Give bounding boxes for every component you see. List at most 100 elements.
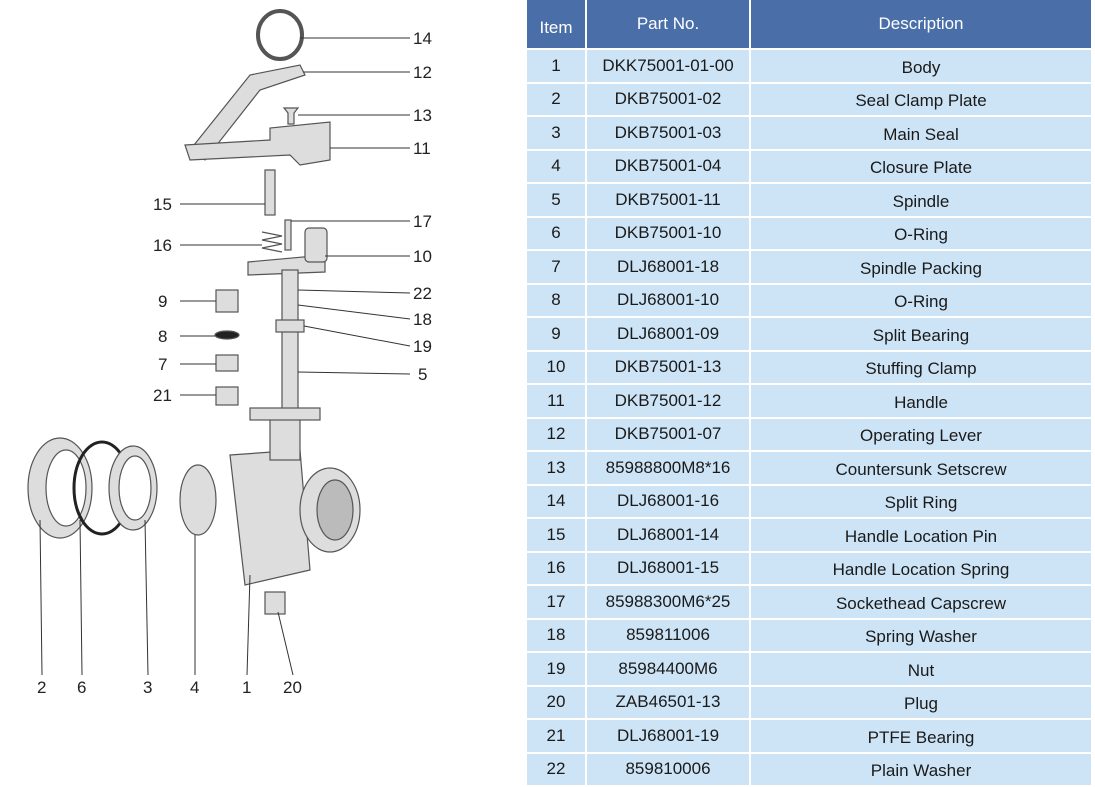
handle-location-spring [261, 231, 283, 253]
cell-item: 16 [527, 552, 585, 584]
callout-7: 7 [158, 355, 168, 374]
cell-part-no: DLJ68001-10 [587, 284, 749, 316]
cell-item: 6 [527, 217, 585, 249]
cell-description: Plain Washer [751, 753, 1091, 785]
table-row: 12 DKB75001-07 Operating Lever [527, 418, 1091, 450]
cell-part-no: DLJ68001-16 [587, 485, 749, 517]
cell-part-no: DKB75001-11 [587, 184, 749, 216]
cell-part-no: DLJ68001-15 [587, 552, 749, 584]
cell-description: PTFE Bearing [751, 720, 1091, 752]
cell-part-no: 85984400M6 [587, 653, 749, 685]
cell-item: 14 [527, 485, 585, 517]
callout-6: 6 [77, 678, 87, 697]
handle [184, 121, 331, 166]
callout-15: 15 [153, 195, 172, 214]
ptfe-bearing [215, 386, 239, 406]
callout-3: 3 [143, 678, 153, 697]
table-row: 2 DKB75001-02 Seal Clamp Plate [527, 83, 1091, 115]
cell-description: Main Seal [751, 117, 1091, 149]
body-outlet-bore [316, 479, 354, 541]
cell-item: 13 [527, 452, 585, 484]
cell-part-no: 859811006 [587, 619, 749, 651]
callout-16: 16 [153, 236, 172, 255]
table-row: 17 85988300M6*25 Sockethead Capscrew [527, 586, 1091, 618]
plug [264, 591, 286, 615]
callout-19: 19 [413, 337, 432, 356]
body [229, 449, 311, 586]
cell-description: O-Ring [751, 284, 1091, 316]
callout-5: 5 [418, 365, 428, 384]
table-row: 3 DKB75001-03 Main Seal [527, 117, 1091, 149]
cell-part-no: DKB75001-12 [587, 385, 749, 417]
table-row: 19 85984400M6 Nut [527, 653, 1091, 685]
header-item: Item [527, 0, 585, 48]
callout-22: 22 [413, 284, 432, 303]
cell-item: 12 [527, 418, 585, 450]
cell-description: O-Ring [751, 217, 1091, 249]
callout-21: 21 [153, 386, 172, 405]
body-flange [249, 407, 321, 421]
cell-description: Spring Washer [751, 619, 1091, 651]
cell-description: Plug [751, 686, 1091, 718]
main-seal-inner [118, 455, 152, 521]
cell-item: 18 [527, 619, 585, 651]
cell-part-no: DKB75001-10 [587, 217, 749, 249]
table-row: 16 DLJ68001-15 Handle Location Spring [527, 552, 1091, 584]
callout-11: 11 [413, 139, 431, 158]
body-neck [269, 414, 301, 461]
table-row: 21 DLJ68001-19 PTFE Bearing [527, 720, 1091, 752]
callout-13: 13 [413, 106, 432, 125]
leader-lines [39, 37, 411, 676]
handle-location-pin [264, 169, 276, 216]
parts-table-header: Item Part No. Description [527, 0, 1091, 48]
table-row: 5 DKB75001-11 Spindle [527, 184, 1091, 216]
callout-1: 1 [242, 678, 252, 697]
cell-description: Nut [751, 653, 1091, 685]
callout-20: 20 [283, 678, 302, 697]
header-description: Description [751, 0, 1091, 48]
callout-9: 9 [158, 292, 168, 311]
cell-part-no: 85988300M6*25 [587, 586, 749, 618]
cell-description: Closure Plate [751, 150, 1091, 182]
valve-parts-drawing [27, 9, 411, 676]
cell-description: Operating Lever [751, 418, 1091, 450]
cell-part-no: 85988800M8*16 [587, 452, 749, 484]
cell-part-no: DKB75001-07 [587, 418, 749, 450]
cell-item: 4 [527, 150, 585, 182]
table-row: 11 DKB75001-12 Handle [527, 385, 1091, 417]
table-row: 22 859810006 Plain Washer [527, 753, 1091, 785]
callout-12: 12 [413, 63, 432, 82]
cell-part-no: DLJ68001-09 [587, 318, 749, 350]
callout-10: 10 [413, 247, 432, 266]
table-row: 18 859811006 Spring Washer [527, 619, 1091, 651]
split-bearing [215, 289, 239, 313]
spindle-packing [215, 354, 239, 372]
exploded-valve-diagram: 14 12 13 11 15 17 16 10 22 9 18 8 19 7 5… [0, 0, 525, 700]
cell-description: Handle [751, 385, 1091, 417]
table-row: 20 ZAB46501-13 Plug [527, 686, 1091, 718]
table-row: 9 DLJ68001-09 Split Bearing [527, 318, 1091, 350]
table-row: 15 DLJ68001-14 Handle Location Pin [527, 519, 1091, 551]
table-row: 8 DLJ68001-10 O-Ring [527, 284, 1091, 316]
cell-description: Sockethead Capscrew [751, 586, 1091, 618]
cell-item: 22 [527, 753, 585, 785]
cell-description: Spindle [751, 184, 1091, 216]
callout-14: 14 [413, 29, 432, 48]
callout-18: 18 [413, 310, 432, 329]
cell-item: 8 [527, 284, 585, 316]
cell-part-no: ZAB46501-13 [587, 686, 749, 718]
cell-description: Split Ring [751, 485, 1091, 517]
callout-8: 8 [158, 327, 168, 346]
cell-item: 21 [527, 720, 585, 752]
cell-description: Spindle Packing [751, 251, 1091, 283]
cell-part-no: DKB75001-02 [587, 83, 749, 115]
cell-description: Stuffing Clamp [751, 351, 1091, 383]
table-row: 10 DKB75001-13 Stuffing Clamp [527, 351, 1091, 383]
header-part-no: Part No. [587, 0, 749, 48]
cell-item: 7 [527, 251, 585, 283]
cell-part-no: 859810006 [587, 753, 749, 785]
sockethead-capscrew [284, 219, 292, 251]
cell-item: 1 [527, 50, 585, 82]
nut [275, 319, 305, 333]
table-row: 6 DKB75001-10 O-Ring [527, 217, 1091, 249]
